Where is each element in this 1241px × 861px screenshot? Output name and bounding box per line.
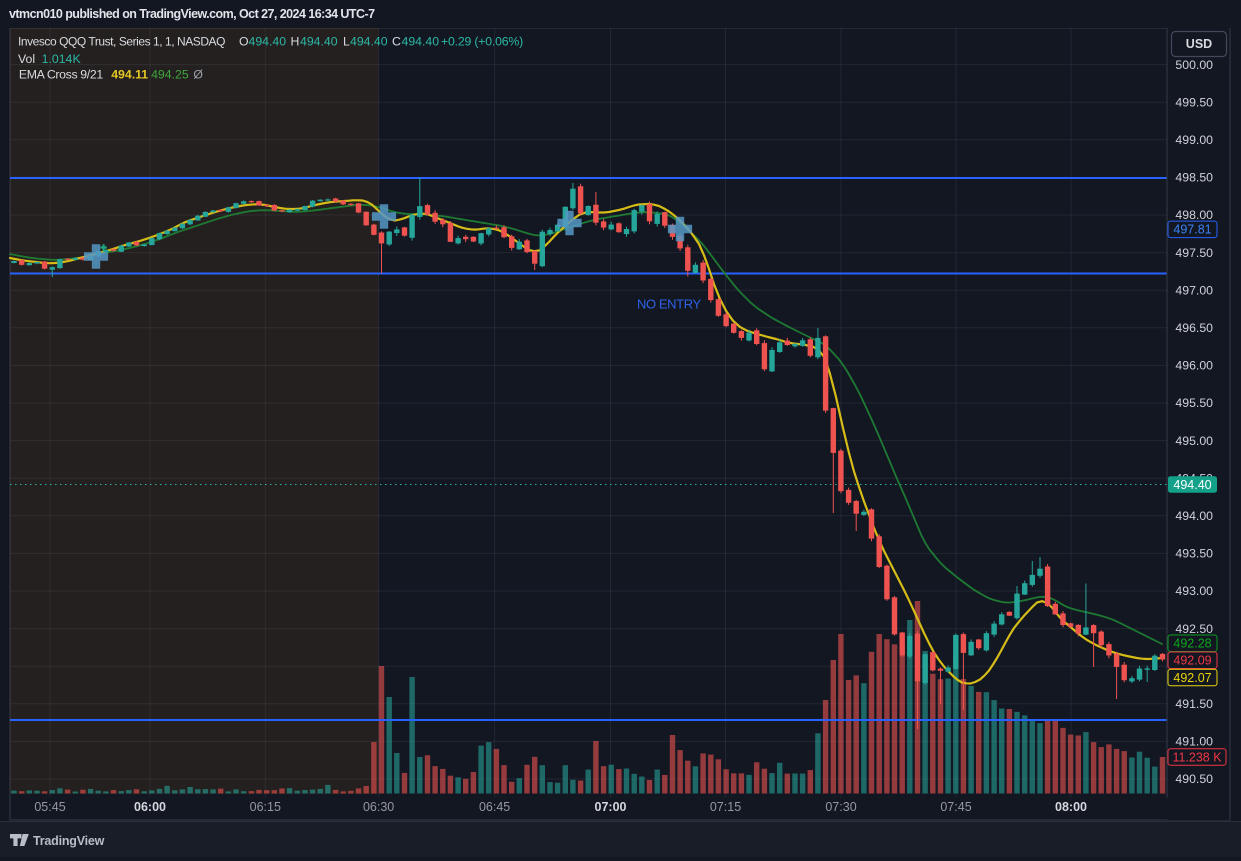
svg-text:Invesco QQQ Trust, Series 1, 1: Invesco QQQ Trust, Series 1, 1, NASDAQ [18, 35, 225, 49]
svg-text:491.00: 491.00 [1175, 735, 1213, 749]
svg-text:07:00: 07:00 [595, 800, 627, 814]
svg-text:C: C [392, 35, 401, 49]
svg-text:06:15: 06:15 [250, 800, 281, 814]
svg-text:498.50: 498.50 [1175, 171, 1213, 185]
svg-text:494.40: 494.40 [402, 35, 440, 49]
svg-text:496.00: 496.00 [1175, 359, 1213, 373]
svg-text:+0.29 (+0.06%): +0.29 (+0.06%) [441, 35, 523, 49]
svg-text:07:30: 07:30 [825, 800, 856, 814]
svg-text:08:00: 08:00 [1055, 800, 1087, 814]
svg-text:490.50: 490.50 [1175, 772, 1213, 786]
svg-text:O: O [239, 35, 249, 49]
svg-text:499.50: 499.50 [1175, 95, 1213, 109]
svg-text:495.50: 495.50 [1175, 396, 1213, 410]
svg-text:EMA Cross 9/21: EMA Cross 9/21 [19, 68, 103, 82]
svg-text:11.238 K: 11.238 K [1172, 750, 1222, 764]
svg-text:494.40: 494.40 [1173, 478, 1211, 492]
svg-text:06:00: 06:00 [134, 800, 166, 814]
svg-text:491.50: 491.50 [1175, 697, 1213, 711]
svg-text:494.40: 494.40 [249, 35, 287, 49]
svg-text:Vol: Vol [18, 52, 35, 66]
svg-text:498.00: 498.00 [1175, 208, 1213, 222]
svg-text:492.50: 492.50 [1175, 622, 1213, 636]
svg-text:495.00: 495.00 [1175, 434, 1213, 448]
svg-text:496.50: 496.50 [1175, 321, 1213, 335]
svg-text:492.07: 492.07 [1173, 671, 1211, 685]
svg-text:500.00: 500.00 [1175, 58, 1213, 72]
svg-text:L: L [343, 35, 350, 49]
svg-text:NO ENTRY: NO ENTRY [637, 297, 701, 312]
svg-text:06:30: 06:30 [363, 800, 394, 814]
svg-text:06:45: 06:45 [479, 800, 510, 814]
svg-text:493.00: 493.00 [1175, 584, 1213, 598]
svg-text:H: H [291, 35, 300, 49]
svg-text:1.014: 1.014 [42, 52, 73, 66]
svg-text:499.00: 499.00 [1175, 133, 1213, 147]
svg-text:497.00: 497.00 [1175, 283, 1213, 297]
svg-text:492.28: 492.28 [1173, 637, 1211, 651]
svg-text:494.25: 494.25 [151, 68, 189, 82]
svg-text:K: K [73, 52, 82, 66]
svg-text:497.50: 497.50 [1175, 246, 1213, 260]
svg-text:USD: USD [1186, 37, 1212, 51]
svg-text:493.50: 493.50 [1175, 547, 1213, 561]
svg-text:492.09: 492.09 [1173, 654, 1211, 668]
svg-text:05:45: 05:45 [34, 800, 65, 814]
svg-text:07:15: 07:15 [710, 800, 741, 814]
svg-text:494.00: 494.00 [1175, 509, 1213, 523]
svg-text:07:45: 07:45 [940, 800, 971, 814]
svg-text:494.40: 494.40 [300, 35, 338, 49]
svg-text:497.81: 497.81 [1173, 223, 1211, 237]
svg-text:494.11: 494.11 [111, 68, 148, 82]
svg-text:Ø: Ø [193, 68, 203, 82]
svg-text:494.40: 494.40 [350, 35, 388, 49]
